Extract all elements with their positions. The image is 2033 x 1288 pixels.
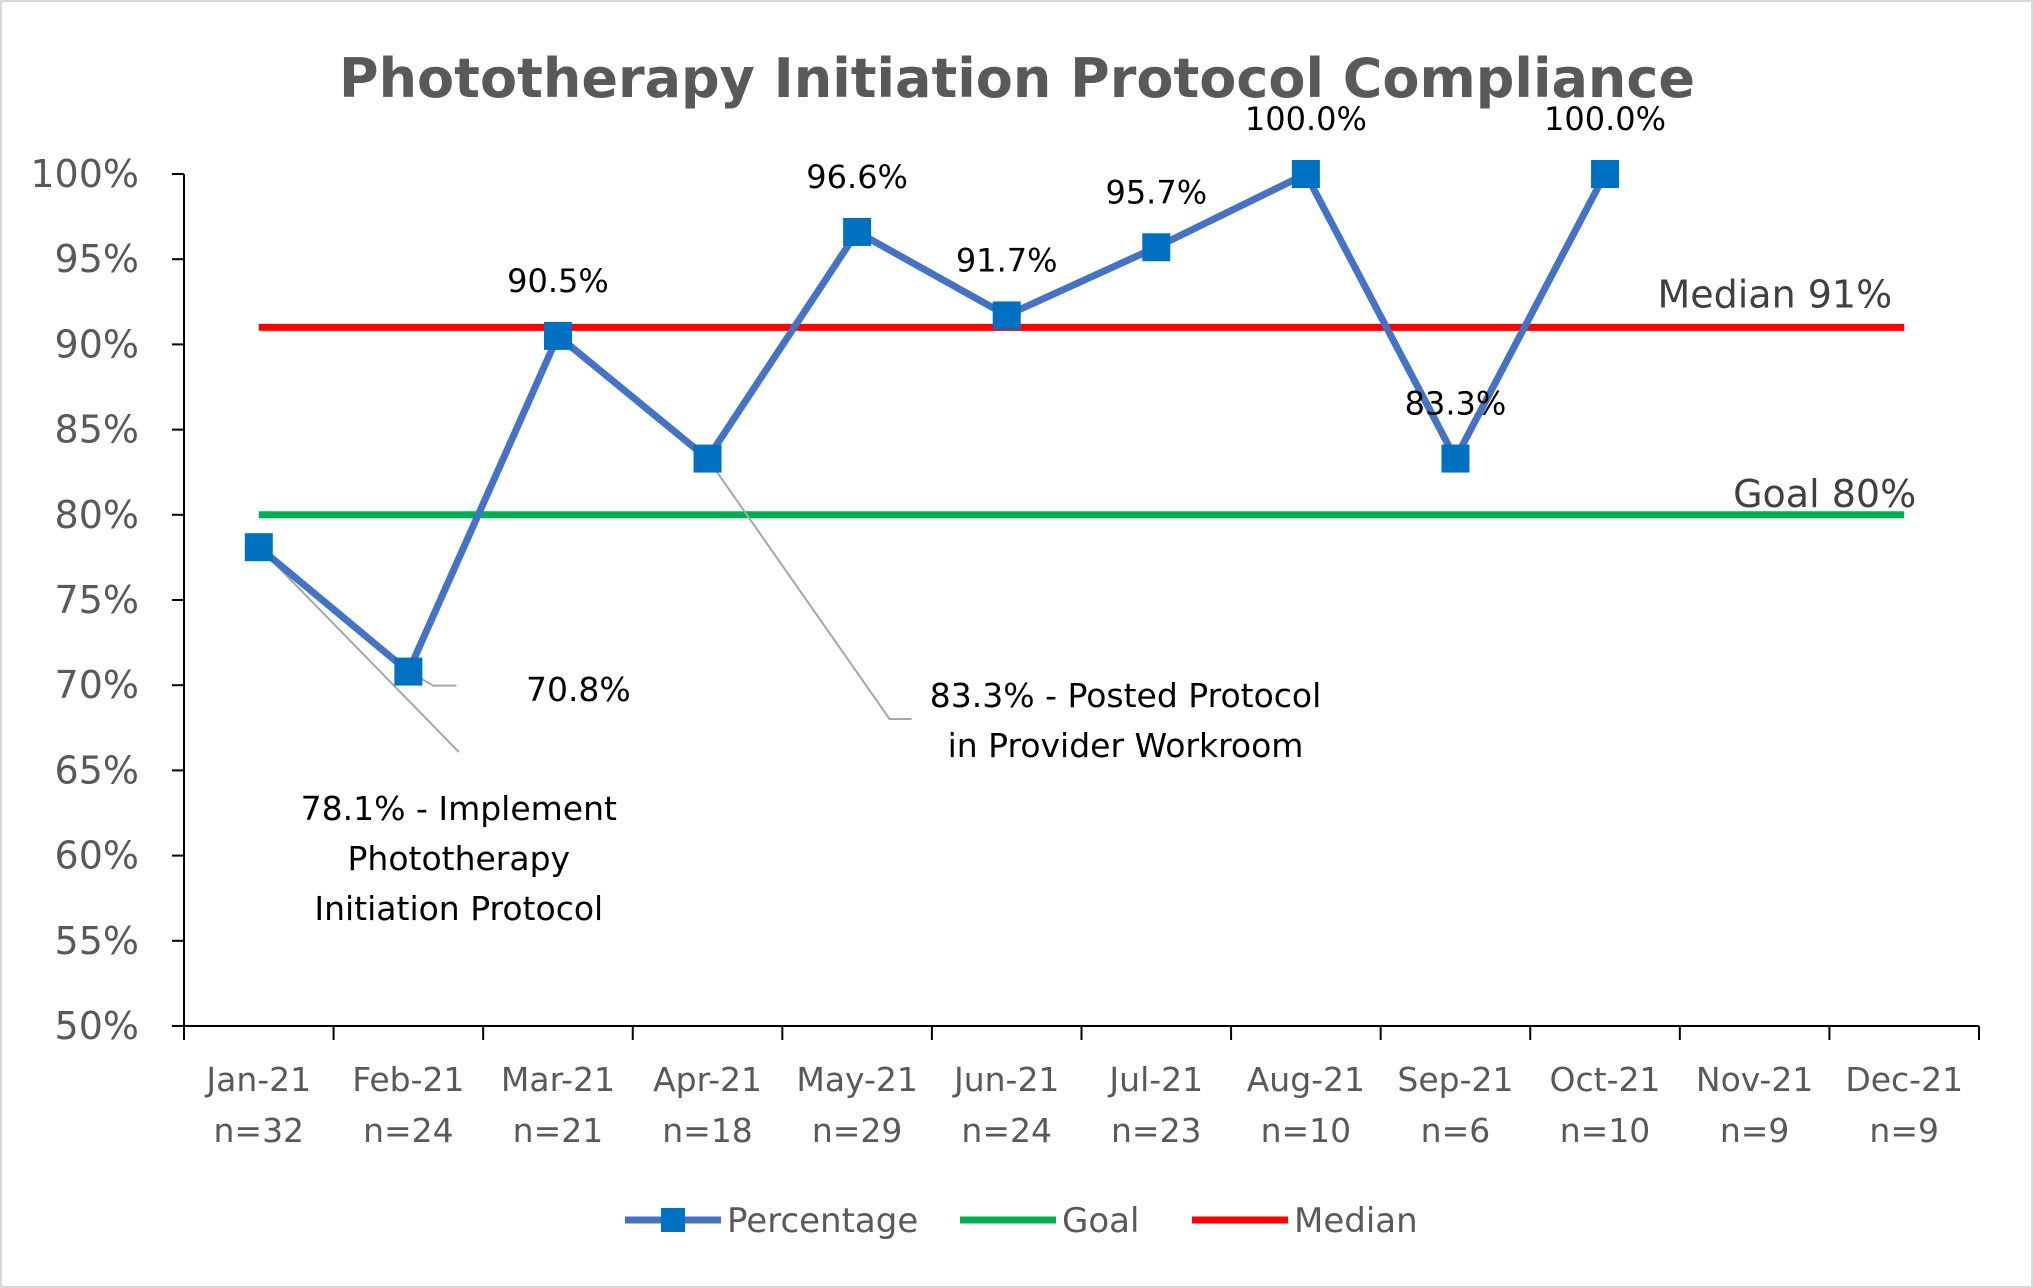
reference-lines: Median 91% Goal 80% [258,272,1916,519]
chart-title: Phototherapy Initiation Protocol Complia… [339,47,1695,110]
x-tick-label-dec-21: Dec-21 [1845,1060,1963,1099]
legend-label-percentage: Percentage [727,1201,918,1241]
marker-mar-21 [543,321,572,350]
data-label-may-21: 96.6% [806,158,908,196]
x-tick-label-oct-21: Oct-21 [1550,1060,1661,1099]
annotation-feb-21: 70.8% [526,670,631,709]
y-tick-label: 85% [55,408,139,452]
marker-sep-21 [1441,444,1470,473]
x-count-label-feb-21: n=24 [363,1111,454,1150]
data-label-aug-21: 100.0% [1245,100,1367,138]
y-tick-label: 60% [55,834,139,878]
x-count-label-nov-21: n=9 [1720,1111,1790,1150]
legend-marker-percentage [661,1208,685,1232]
marker-oct-21 [1591,160,1620,188]
data-label-sep-21: 83.3% [1405,385,1507,423]
legend-label-median: Median [1294,1201,1418,1241]
x-count-label-aug-21: n=10 [1261,1111,1352,1150]
annotation-jan-21: Phototherapy [348,839,571,878]
y-tick-label: 100% [30,152,139,196]
y-tick-label: 80% [55,493,139,537]
x-tick-label-feb-21: Feb-21 [352,1060,464,1099]
legend: Percentage Goal Median [625,1201,1418,1241]
marker-may-21 [843,217,872,246]
x-tick-label-nov-21: Nov-21 [1696,1060,1813,1099]
y-tick-label: 90% [55,322,139,366]
annotations: 78.1% - Implement Phototherapy Initiation … [301,670,1322,928]
x-tick-label-apr-21: Apr-21 [653,1060,762,1099]
annotation-jan-21: 78.1% - Implement [301,789,617,828]
x-count-label-dec-21: n=9 [1869,1111,1939,1150]
x-count-label-jun-21: n=24 [961,1111,1052,1150]
leader-line [706,457,912,720]
y-tick-label: 95% [55,237,139,281]
marker-aug-21 [1291,160,1320,188]
x-tick-label-mar-21: Mar-21 [501,1060,615,1099]
median-label: Median 91% [1657,272,1892,316]
x-count-label-mar-21: n=21 [513,1111,604,1150]
marker-jan-21 [244,533,273,562]
x-count-label-sep-21: n=6 [1421,1111,1491,1150]
marker-feb-21 [394,657,423,686]
x-count-label-oct-21: n=10 [1560,1111,1651,1150]
marker-apr-21 [693,444,722,473]
annotation-apr-21: in Provider Workroom [948,726,1304,765]
marker-jul-21 [1142,233,1171,262]
x-tick-label-aug-21: Aug-21 [1247,1060,1365,1099]
x-tick-label-jul-21: Jul-21 [1107,1060,1203,1099]
marker-jun-21 [992,301,1021,330]
chart-axes: 50% 55% 60% 65% 70% 75% 80% 85% 90% 95% 100% Jan-21… [30,152,1980,1150]
data-label-jul-21: 95.7% [1105,173,1207,211]
annotation-jan-21: Initiation Protocol [314,889,603,928]
y-tick-label: 70% [55,663,139,707]
x-count-label-jul-21: n=23 [1111,1111,1202,1150]
x-tick-label-may-21: May-21 [796,1060,918,1099]
x-tick-label-jun-21: Jun-21 [952,1060,1059,1099]
percentage-series [244,160,1620,686]
leader-line [258,546,460,753]
data-label-oct-21: 100.0% [1544,100,1666,138]
x-tick-label-sep-21: Sep-21 [1397,1060,1513,1099]
x-count-label-jan-21: n=32 [214,1111,305,1150]
data-labels: 90.5% 96.6% 91.7% 95.7% 100.0% 83.3% 100.0% [507,100,1666,423]
percentage-line [256,170,1609,676]
annotation-apr-21: 83.3% - Posted Protocol [930,676,1322,715]
y-tick-label: 55% [55,919,139,963]
x-tick-label-jan-21: Jan-21 [204,1060,311,1099]
goal-label: Goal 80% [1733,472,1916,516]
y-tick-label: 75% [55,578,139,622]
data-label-mar-21: 90.5% [507,262,609,300]
y-tick-label: 50% [55,1004,139,1048]
legend-label-goal: Goal [1062,1201,1139,1241]
x-count-label-may-21: n=29 [812,1111,903,1150]
x-count-label-apr-21: n=18 [662,1111,753,1150]
y-tick-label: 65% [55,748,139,792]
data-label-jun-21: 91.7% [956,241,1058,279]
